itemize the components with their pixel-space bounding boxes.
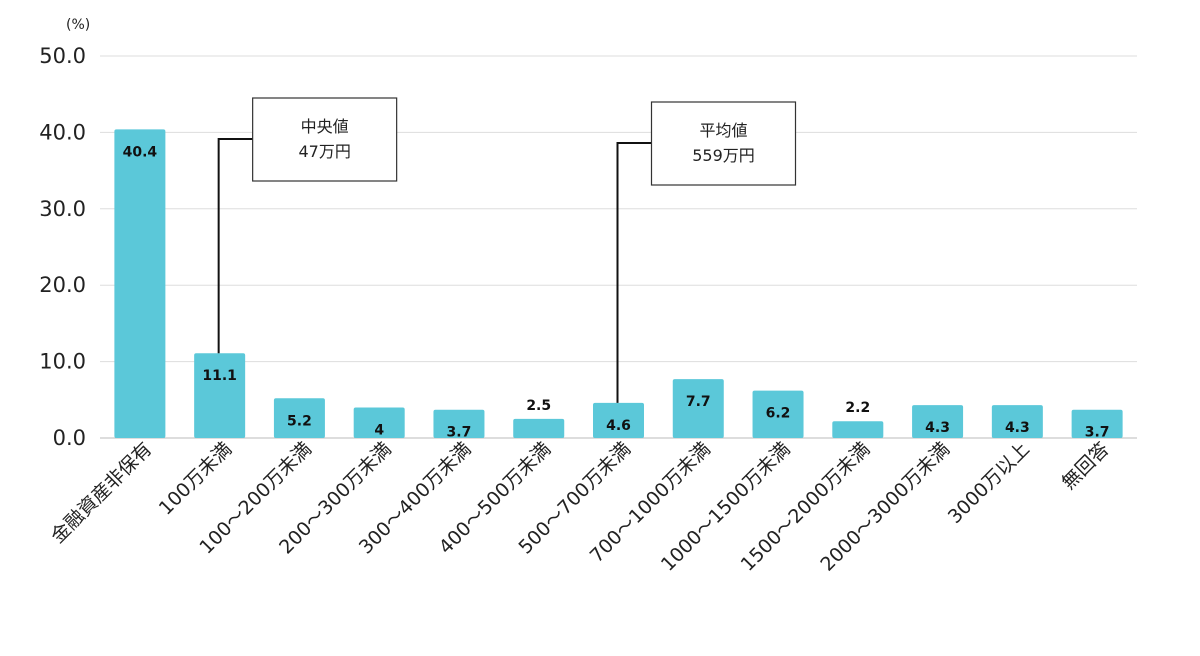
y-axis-unit-label: (%): [66, 17, 90, 33]
annotation-box: [252, 97, 398, 182]
bar: [593, 402, 644, 438]
data-label: 4.6: [606, 418, 631, 434]
data-label: 4: [374, 422, 384, 438]
bar: [433, 409, 485, 438]
bar: [353, 407, 405, 438]
data-label: 3.7: [1085, 425, 1110, 441]
x-tick-label: 100万未満: [155, 438, 237, 520]
y-tick-label: 40.0: [39, 120, 86, 144]
x-tick-label: 金融資産非保有: [47, 438, 157, 548]
data-label: 6.2: [766, 406, 791, 422]
bar: [832, 421, 884, 438]
y-tick-label: 50.0: [39, 44, 86, 68]
annotation-text: 559万円: [692, 146, 755, 165]
bar: [1071, 409, 1123, 438]
x-tick-label: 3000万以上: [944, 438, 1034, 528]
data-label: 11.1: [202, 368, 237, 384]
bar: [912, 405, 964, 438]
data-label: 5.2: [287, 413, 312, 429]
y-tick-label: 20.0: [39, 273, 86, 297]
x-tick-label: 無回答: [1058, 438, 1114, 494]
x-axis: 金融資産非保有100万未満100～200万未満200～300万未満300～400…: [47, 438, 1114, 576]
bar: [114, 129, 166, 438]
data-labels: 40.4 11.1 5.2 4 3.7 2.5 4.6 7.7 6.2 2.2 4.3 4.3 3.7: [123, 144, 1110, 440]
bar: [672, 379, 724, 438]
annotations: 中央値 47万円 平均値 559万円: [217, 97, 797, 403]
data-label: 40.4: [123, 144, 158, 160]
bar: [991, 405, 1043, 438]
bar: [194, 353, 246, 438]
data-label: 2.5: [526, 398, 551, 414]
annotation-text: 平均値: [699, 121, 747, 140]
bar: [273, 398, 325, 438]
annotation-text: 中央値: [301, 117, 349, 136]
annotation-box: [650, 101, 797, 186]
annotation-connector: [217, 138, 253, 354]
bar: [752, 390, 804, 438]
data-label: 4.3: [925, 420, 950, 436]
data-label: 2.2: [845, 400, 870, 416]
bar: [513, 418, 565, 438]
annotation-connector: [616, 142, 652, 403]
data-label: 7.7: [686, 394, 711, 410]
data-label: 3.7: [447, 425, 472, 441]
y-axis: 0.0 10.0 20.0 30.0 40.0 50.0: [39, 44, 86, 450]
data-label: 4.3: [1005, 420, 1030, 436]
y-tick-label: 0.0: [53, 426, 86, 450]
y-tick-label: 30.0: [39, 197, 86, 221]
annotation-text: 47万円: [298, 142, 350, 161]
y-tick-label: 10.0: [39, 350, 86, 374]
bars: [114, 129, 1123, 438]
